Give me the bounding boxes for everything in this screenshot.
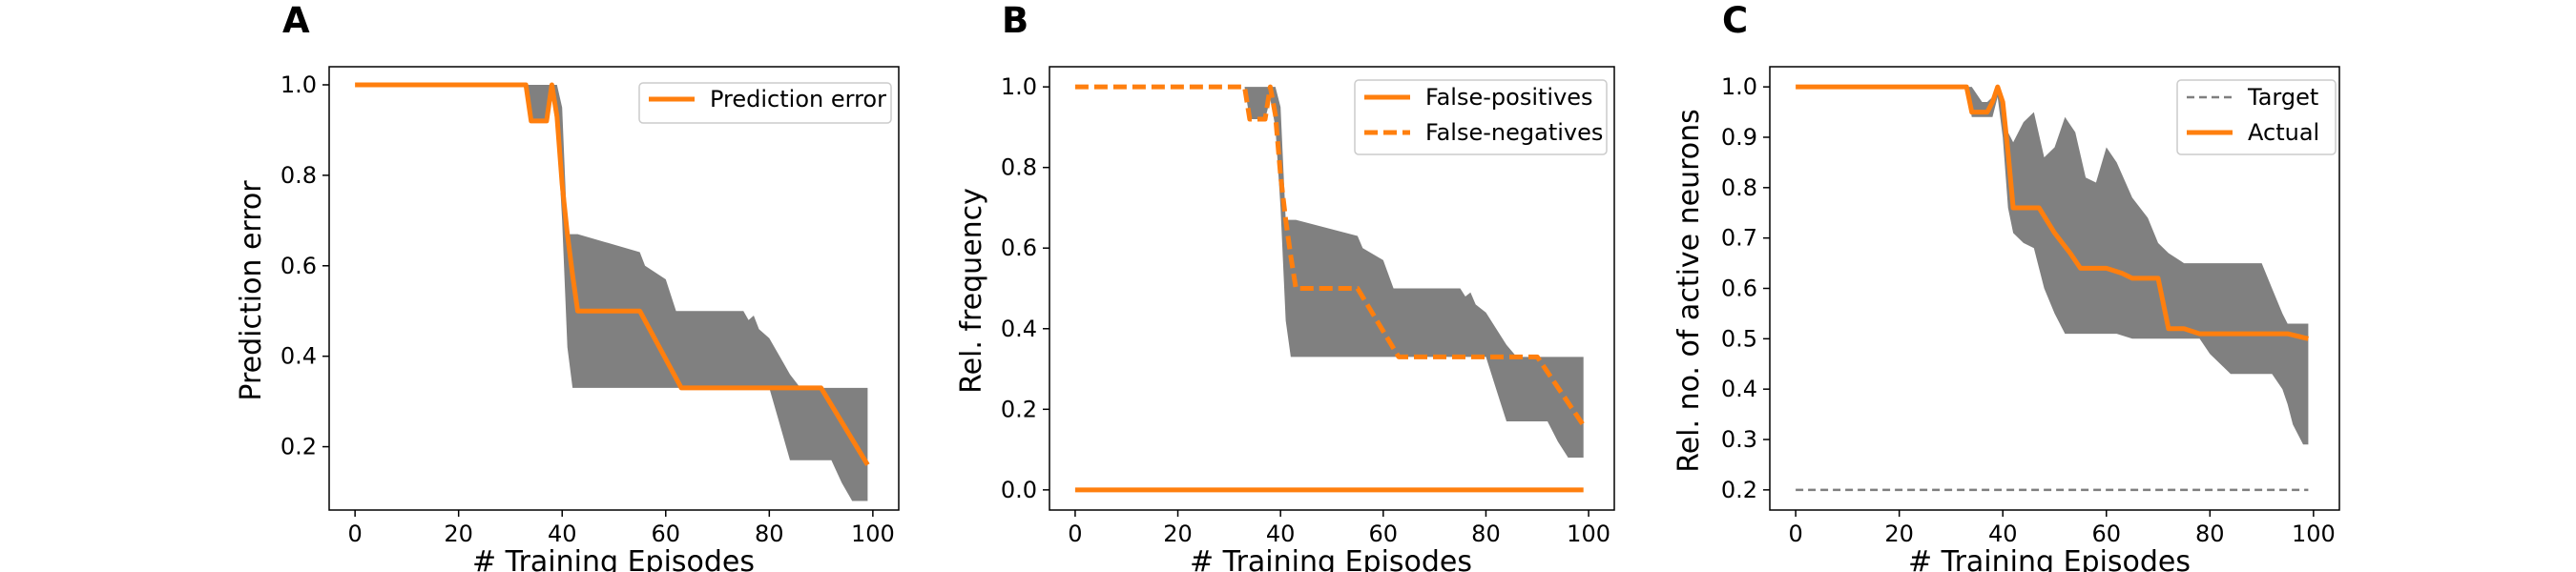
series-line-prediction-error bbox=[355, 82, 870, 466]
y-tick-label-c: 0.2 bbox=[1721, 477, 1757, 503]
x-tick-label-a: 40 bbox=[548, 521, 577, 547]
x-tick-label-a: 20 bbox=[444, 521, 473, 547]
x-tick-label-b: 60 bbox=[1369, 521, 1399, 547]
y-tick-label-c: 0.6 bbox=[1721, 276, 1757, 302]
x-axis-label-c: # Training Episodes bbox=[1908, 545, 2191, 572]
x-tick-label-b: 0 bbox=[1068, 521, 1082, 547]
band-b bbox=[1074, 87, 1584, 458]
y-tick-label-c: 0.7 bbox=[1721, 225, 1757, 252]
y-tick-label-c: 1.0 bbox=[1721, 73, 1757, 100]
legend-label-target: Target bbox=[2247, 84, 2318, 111]
legend-b: False-positives False-negatives bbox=[1354, 79, 1608, 155]
legend-box-c bbox=[2176, 79, 2337, 155]
series-line-actual bbox=[1796, 84, 2309, 341]
x-tick-label-a: 60 bbox=[651, 521, 680, 547]
axes-frame-b bbox=[1049, 66, 1615, 511]
x-tick-label-a: 80 bbox=[755, 521, 784, 547]
panel-letter-c: C bbox=[1722, 0, 1748, 41]
legend-a: Prediction error bbox=[638, 82, 892, 124]
x-tick-label-c: 0 bbox=[1788, 521, 1802, 547]
x-tick-label-c: 80 bbox=[2195, 521, 2225, 547]
panel-c: C 0 20 40 60 80 100 0.2 0.3 0.4 0.5 0.6 0.7 0.8 0.9 1.… bbox=[1672, 0, 2340, 572]
y-tick-label-b: 0.2 bbox=[1001, 396, 1037, 422]
panel-letter-b: B bbox=[1002, 0, 1028, 41]
legend-c: Target Actual bbox=[2176, 79, 2337, 155]
x-tick-label-c: 60 bbox=[2091, 521, 2121, 547]
y-tick-label-b: 0.4 bbox=[1001, 316, 1037, 342]
legend-label-false-negatives: False-negatives bbox=[1425, 119, 1603, 146]
y-tick-label-b: 0.8 bbox=[1001, 154, 1037, 181]
x-tick-label-b: 20 bbox=[1163, 521, 1193, 547]
x-tick-label-b: 40 bbox=[1266, 521, 1296, 547]
y-tick-label-a: 0.6 bbox=[280, 253, 317, 279]
axes-frame-a bbox=[328, 66, 900, 511]
y-tick-label-b: 0.0 bbox=[1001, 477, 1037, 503]
legend-label-prediction-error: Prediction error bbox=[710, 86, 886, 112]
x-tick-label-a: 100 bbox=[851, 521, 895, 547]
x-tick-label-c: 20 bbox=[1884, 521, 1914, 547]
x-tick-label-a: 0 bbox=[347, 521, 362, 547]
y-axis-label-a: Prediction error bbox=[235, 180, 268, 401]
legend-box-b bbox=[1354, 79, 1608, 155]
y-axis-label-c: Rel. no. of active neurons bbox=[1672, 109, 1706, 473]
band-a bbox=[355, 85, 868, 501]
x-tick-label-c: 40 bbox=[1988, 521, 2018, 547]
y-tick-label-c: 0.3 bbox=[1721, 426, 1757, 453]
legend-box-a bbox=[638, 82, 892, 124]
band-c bbox=[1796, 87, 2309, 445]
y-tick-label-a: 0.2 bbox=[280, 434, 317, 460]
series-line-false-negatives bbox=[1074, 84, 1586, 427]
y-tick-label-a: 1.0 bbox=[280, 72, 317, 98]
x-axis-label-a: # Training Episodes bbox=[472, 545, 755, 572]
y-tick-label-c: 0.5 bbox=[1721, 325, 1757, 352]
x-tick-label-b: 100 bbox=[1567, 521, 1610, 547]
y-tick-label-b: 1.0 bbox=[1001, 73, 1037, 100]
legend-label-false-positives: False-positives bbox=[1425, 84, 1593, 111]
y-tick-label-b: 0.6 bbox=[1001, 235, 1037, 261]
y-axis-label-b: Rel. frequency bbox=[955, 188, 988, 394]
legend-label-actual: Actual bbox=[2248, 119, 2319, 146]
x-tick-label-b: 80 bbox=[1471, 521, 1501, 547]
y-tick-label-c: 0.9 bbox=[1721, 124, 1757, 151]
y-tick-label-c: 0.4 bbox=[1721, 376, 1757, 402]
y-tick-label-a: 0.4 bbox=[280, 343, 317, 370]
x-tick-label-c: 100 bbox=[2292, 521, 2336, 547]
panel-a: A 0 20 40 60 80 100 0.2 0.4 0.6 0.8 1.0 # Training… bbox=[235, 0, 900, 572]
x-axis-label-b: # Training Episodes bbox=[1190, 545, 1472, 572]
plot-area-b: 0 20 40 60 80 100 0.0 0.2 0.4 0.6 0.8 1.0 bbox=[1001, 66, 1615, 547]
panel-b: B 0 20 40 60 80 100 0.0 0.2 0.4 0.6 0.8 1.0 # Train… bbox=[955, 0, 1615, 572]
panel-letter-a: A bbox=[282, 0, 310, 41]
y-tick-label-c: 0.8 bbox=[1721, 174, 1757, 201]
y-tick-label-a: 0.8 bbox=[280, 162, 317, 189]
plot-area-c: 0 20 40 60 80 100 0.2 0.3 0.4 0.5 0.6 0.7 0.8 0.9 1.0 bbox=[1721, 66, 2340, 547]
plot-area-a: 0 20 40 60 80 100 0.2 0.4 0.6 0.8 1.0 bbox=[280, 66, 900, 547]
